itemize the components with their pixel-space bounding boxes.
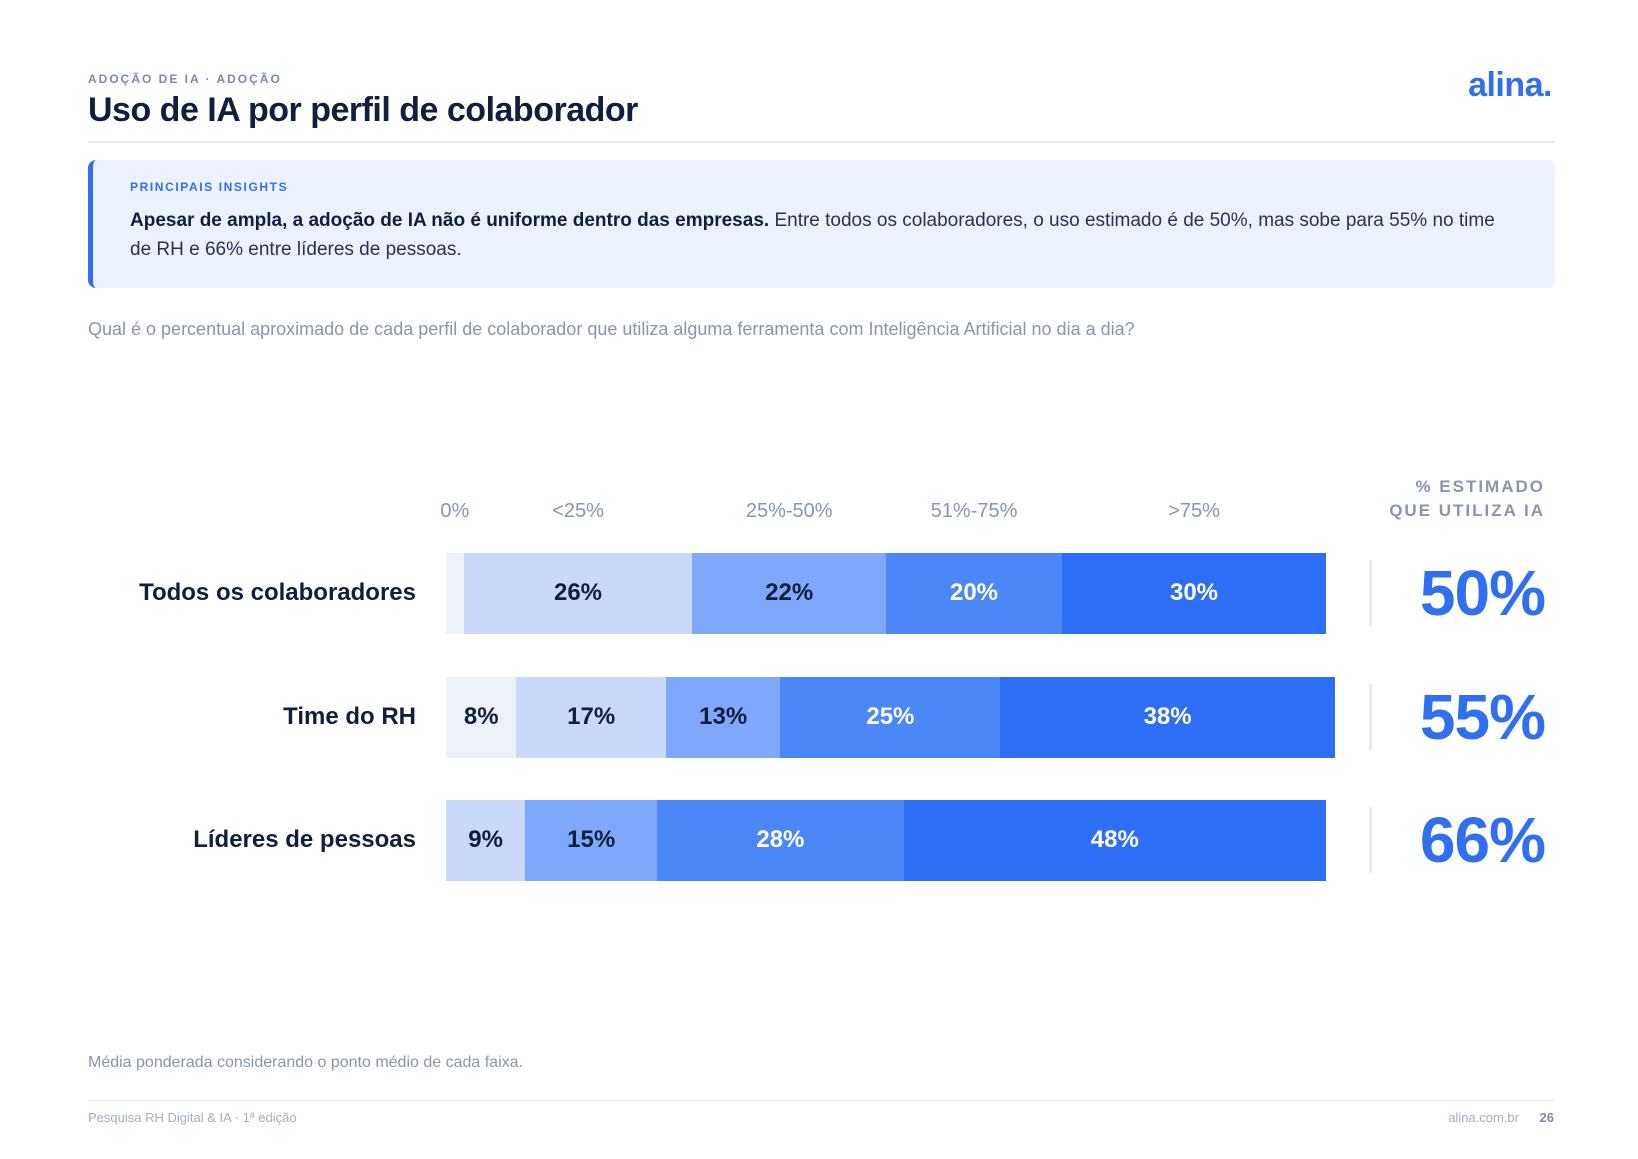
logo: alina. [1468,66,1552,104]
axis-label-4: >75% [1168,500,1220,522]
axis-label-1: <25% [552,500,604,522]
bar-value-label: 30% [1169,579,1219,606]
bar-segment-1-1: 17% [516,676,666,758]
bar-value-label: 15% [567,826,616,853]
row-label-1: Time do RH [283,703,416,730]
bar-segment-0-0 [446,552,464,634]
estimated-use-value: 66% [1419,804,1546,876]
estimate-header-line1: % ESTIMADO [1415,477,1545,496]
header-divider [88,141,1555,143]
bar-value-label: 20% [949,579,999,606]
estimated-use-value: 50% [1419,557,1546,629]
estimate-header-line2: QUE UTILIZA IA [1389,501,1545,520]
bar-value-label: 22% [765,579,814,606]
row-separator [1369,807,1372,873]
axis-label-2: 25%-50% [745,500,833,522]
footnote: Média ponderada considerando o ponto méd… [88,1054,523,1071]
bar-value-label: 25% [866,703,915,730]
axis-label-0: 0% [440,500,470,522]
bar-segment-2-4: 48% [903,799,1326,881]
insights-label: PRINCIPAIS INSIGHTS [130,180,289,194]
bar-segment-0-4: 30% [1062,552,1326,634]
page-number: 26 [1539,1110,1554,1125]
bar-segment-1-2: 13% [666,676,781,758]
bar-value-label: 48% [1090,826,1139,853]
bar-value-label: 13% [699,703,748,730]
bar-segment-0-1: 26% [463,552,693,634]
bar-segment-2-1: 9% [446,799,526,881]
estimate-header: % ESTIMADO QUE UTILIZA IA [1380,475,1545,523]
bar-value-label: 38% [1143,703,1192,730]
row-separator [1369,684,1372,750]
bar-segment-0-2: 22% [692,552,886,634]
row-separator [1369,560,1372,626]
estimated-use-value: 55% [1419,681,1546,753]
footer-edition: Pesquisa RH Digital & IA · 1ª edição [88,1110,297,1125]
row-label-2: Líderes de pessoas [193,826,416,853]
bar-segment-1-4: 38% [1000,676,1335,758]
insights-bold: Apesar de ampla, a adoção de IA não é un… [130,210,770,231]
row-label-0: Todos os colaboradores [139,579,416,606]
insights-body: Entre todos os colaboradores, o uso esti… [130,210,1495,260]
bar-value-label: 28% [756,826,805,853]
bar-value-label: 26% [553,579,603,606]
insights-box: PRINCIPAIS INSIGHTS Apesar de ampla, a a… [88,160,1555,288]
survey-question: Qual é o percentual aproximado de cada p… [88,319,1135,339]
bar-segment-2-2: 15% [525,799,658,881]
bar-value-label: 17% [567,703,616,730]
footer-divider [88,1100,1555,1101]
bar-value-label: 9% [468,826,503,853]
insights-text: Apesar de ampla, a adoção de IA não é un… [130,206,1515,264]
footer-site-link[interactable]: alina.com.br [1448,1110,1519,1125]
bar-segment-2-3: 28% [657,799,904,881]
bar-segment-0-3: 20% [886,552,1062,634]
page-title: Uso de IA por perfil de colaborador [88,91,638,129]
bar-segment-1-3: 25% [780,676,1001,758]
axis-label-3: 51%-75% [930,500,1018,522]
eyebrow: ADOÇÃO DE IA · ADOÇÃO [88,72,282,86]
bar-segment-1-0: 8% [446,676,517,758]
bar-value-label: 8% [463,703,499,730]
